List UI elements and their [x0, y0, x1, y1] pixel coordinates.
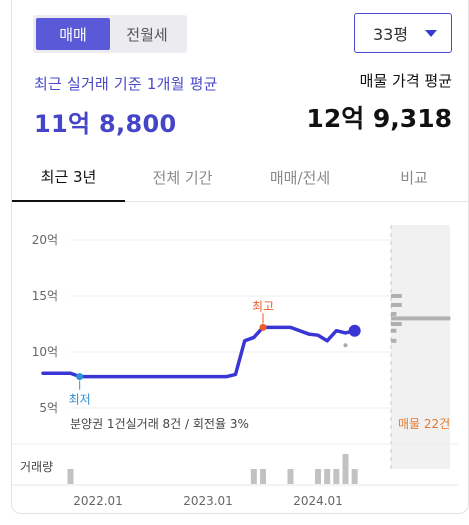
listing-bar: [391, 316, 451, 321]
recent-avg-value: 11억 8,800: [34, 110, 177, 138]
volume-bar: [333, 469, 340, 484]
volume-bar: [250, 469, 257, 484]
sales-summary: 분양권 1건실거래 8건 / 회전율 3%: [70, 417, 249, 431]
listing-bar: [391, 322, 402, 326]
tab-recent-3y[interactable]: 최근 3년: [12, 152, 125, 202]
volume-bar: [287, 469, 294, 484]
x-axis-labels: 2022.01 2023.01 2024.01: [73, 494, 343, 508]
volume-bar: [67, 469, 74, 484]
listing-bar: [391, 328, 397, 333]
y-tick-label: 20억: [32, 233, 58, 247]
tab-sale-rent[interactable]: 매매/전세: [269, 168, 331, 187]
toggle-sale[interactable]: 매매: [36, 18, 110, 50]
trade-type-toggle: 매매 전월세: [33, 15, 187, 53]
volume-bar: [260, 469, 266, 484]
min-point: [76, 373, 84, 381]
x-tick-label: 2023.01: [183, 494, 233, 508]
volume-bar: [315, 469, 321, 484]
volume-bar: [351, 469, 358, 484]
y-axis-labels: 20억 15억 10억 5억: [32, 233, 58, 415]
y-tick-label: 15억: [32, 289, 58, 303]
tab-compare[interactable]: 비교: [400, 168, 428, 187]
volume-label: 거래량: [20, 460, 53, 474]
asking-avg-value: 12억 9,318: [306, 104, 452, 133]
toggle-rent[interactable]: 전월세: [126, 25, 168, 44]
listing-area-bg: [391, 225, 450, 469]
price-line: [41, 325, 357, 379]
recent-avg-label: 최근 실거래 기준 1개월 평균: [34, 75, 218, 93]
tab-all-period[interactable]: 전체 기간: [152, 168, 213, 187]
min-label: 최저: [69, 393, 91, 407]
volume-bar: [342, 454, 349, 484]
x-tick-label: 2022.01: [73, 494, 123, 508]
presale-point: [343, 343, 348, 348]
x-tick-label: 2024.01: [293, 494, 343, 508]
max-point: [259, 323, 267, 331]
chart-grid: [70, 239, 391, 409]
area-size-value: 33평: [373, 25, 409, 44]
y-tick-label: 5억: [39, 401, 58, 415]
max-label: 최고: [252, 299, 274, 313]
listing-distribution: [391, 294, 451, 343]
caret-down-icon: [425, 30, 437, 37]
area-size-select[interactable]: 33평: [354, 13, 452, 53]
y-tick-label: 10억: [32, 345, 58, 359]
period-tabs: 최근 3년 전체 기간 매매/전세 비교: [12, 152, 468, 202]
latest-point: [348, 324, 361, 337]
asking-avg-label: 매물 가격 평균: [359, 72, 452, 90]
listing-bar: [391, 294, 402, 298]
volume-bar: [324, 469, 331, 484]
volume-bars: [67, 454, 358, 484]
listing-count: 매물 22건: [398, 417, 450, 431]
listing-bar: [391, 311, 397, 316]
listing-bar: [391, 338, 397, 343]
listing-bar: [391, 302, 402, 307]
